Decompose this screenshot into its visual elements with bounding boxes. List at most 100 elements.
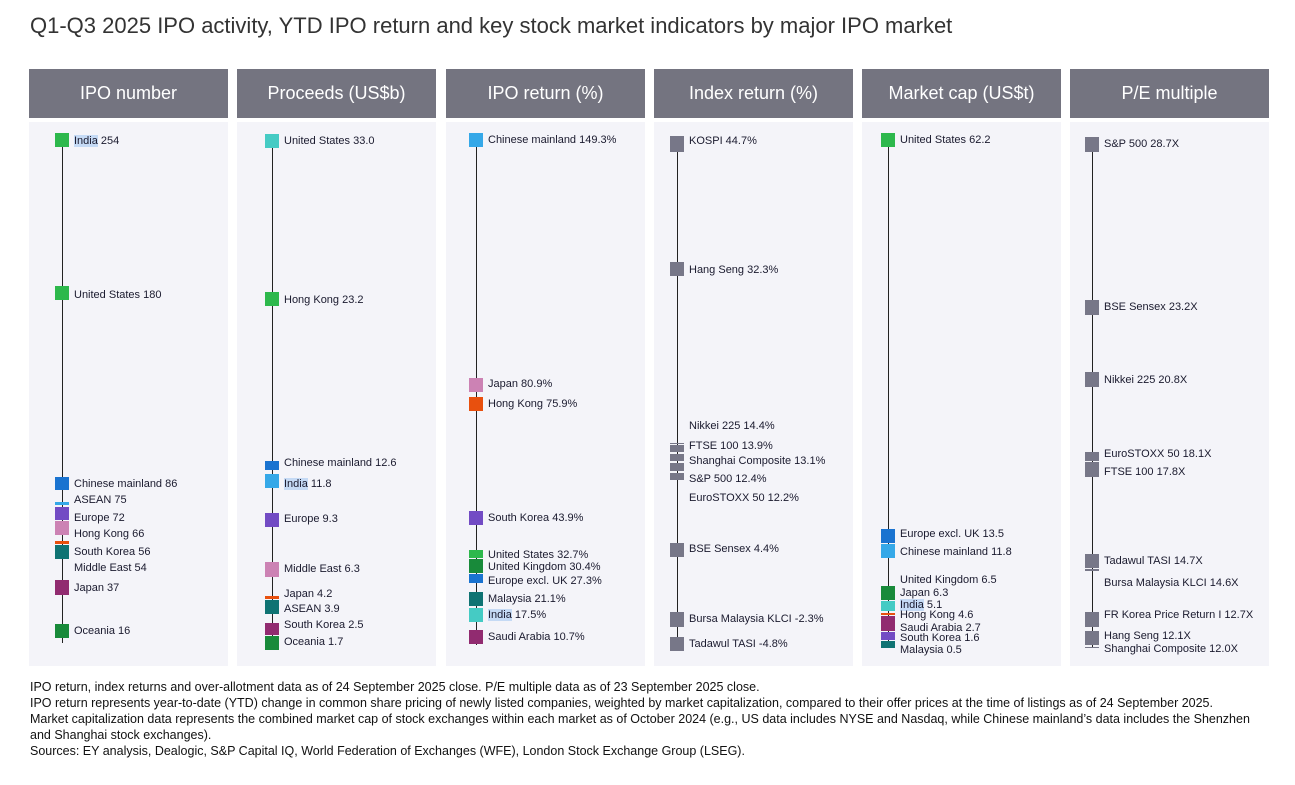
label-name: Shanghai Composite xyxy=(1104,643,1207,655)
data-label: Bursa Malaysia KLCI -2.3% xyxy=(689,613,824,625)
axis-line xyxy=(62,140,63,643)
chart-title: Q1-Q3 2025 IPO activity, YTD IPO return … xyxy=(30,13,953,38)
data-label: EuroSTOXX 50 18.1X xyxy=(1104,448,1211,460)
data-label: Chinese mainland 11.8 xyxy=(900,546,1012,558)
data-label: Hong Kong 75.9% xyxy=(488,398,577,410)
label-name: Hong Kong xyxy=(488,398,544,410)
data-marker xyxy=(1085,569,1099,571)
label-value: 62.2 xyxy=(966,134,991,146)
label-value: 23.2 xyxy=(339,294,364,306)
label-name: Saudi Arabia xyxy=(900,622,963,634)
footnote: IPO return, index returns and over-allot… xyxy=(30,680,760,694)
data-label: S&P 500 12.4% xyxy=(689,473,766,485)
axis-line xyxy=(272,140,273,650)
data-marker xyxy=(1085,300,1099,315)
label-value: 11.8 xyxy=(988,546,1012,558)
label-value: 6.3 xyxy=(929,587,949,599)
label-name: United Kingdom xyxy=(488,561,567,573)
label-name: Bursa Malaysia KLCI xyxy=(1104,577,1207,589)
data-marker xyxy=(881,529,895,543)
data-marker xyxy=(1085,631,1099,645)
footnotes: IPO return, index returns and over-allot… xyxy=(30,679,1250,759)
data-marker xyxy=(265,600,279,614)
label-value: 21.1% xyxy=(531,593,566,605)
data-marker xyxy=(469,630,483,644)
label-value: 14.6X xyxy=(1206,577,1239,589)
data-label: United States 62.2 xyxy=(900,134,991,146)
data-marker xyxy=(881,632,895,640)
data-label: Oceania 1.7 xyxy=(284,636,343,648)
data-marker xyxy=(1085,372,1099,387)
data-label: Europe 9.3 xyxy=(284,513,338,525)
data-label: ASEAN 75 xyxy=(74,494,127,506)
data-marker xyxy=(670,445,684,452)
data-marker xyxy=(1085,554,1099,568)
data-marker xyxy=(881,601,895,611)
label-value: 43.9% xyxy=(549,512,584,524)
data-label: India 5.1 xyxy=(900,599,942,611)
label-value: 180 xyxy=(140,289,162,301)
chart-column: Index return (%) KOSPI 44.7% Hang Seng 32.… xyxy=(654,69,853,666)
data-marker xyxy=(55,580,69,595)
data-marker xyxy=(55,286,69,300)
data-label: United States 180 xyxy=(74,289,161,301)
label-name: Japan xyxy=(74,582,104,594)
label-name: India xyxy=(488,609,512,621)
data-label: Middle East 54 xyxy=(74,562,147,574)
label-name: Chinese mainland xyxy=(488,134,577,146)
data-label: KOSPI 44.7% xyxy=(689,135,757,147)
data-marker xyxy=(1085,462,1099,477)
label-value: 4.2 xyxy=(313,588,333,600)
label-name: FR Korea Price Return I xyxy=(1104,609,1222,621)
label-value: 86 xyxy=(162,478,178,490)
label-value: 12.0X xyxy=(1206,643,1238,655)
label-name: Hong Kong xyxy=(74,528,130,540)
data-label: FR Korea Price Return I 12.7X xyxy=(1104,609,1253,621)
label-value: 20.8X xyxy=(1155,374,1188,386)
label-name: Shanghai Composite xyxy=(689,455,792,467)
label-value: 54 xyxy=(131,562,147,574)
label-value: 2.5 xyxy=(345,619,364,631)
label-value: 18.1X xyxy=(1179,448,1212,460)
label-value: 32.3% xyxy=(744,264,779,276)
data-label: South Korea 1.6 xyxy=(900,632,980,644)
label-value: 6.3 xyxy=(341,563,360,575)
label-name: Nikkei 225 xyxy=(1104,374,1156,386)
label-value: 10.7% xyxy=(550,631,585,643)
label-name: United States xyxy=(900,134,967,146)
label-value: 149.3% xyxy=(576,134,617,146)
label-value: 13.5 xyxy=(979,528,1004,540)
label-value: 14.4% xyxy=(743,420,775,432)
data-label: Malaysia 0.5 xyxy=(900,644,962,656)
data-marker xyxy=(55,133,69,147)
column-header: Index return (%) xyxy=(654,69,853,118)
label-name: India xyxy=(74,135,98,147)
data-marker xyxy=(670,454,684,461)
label-value: 28.7X xyxy=(1147,138,1180,150)
data-marker xyxy=(469,592,483,606)
data-label: Chinese mainland 12.6 xyxy=(284,457,397,469)
data-label: Malaysia 21.1% xyxy=(488,593,566,605)
label-name: United States xyxy=(284,135,351,147)
data-marker xyxy=(1085,612,1099,627)
label-name: FTSE 100 xyxy=(689,440,739,452)
data-label: Europe excl. UK 13.5 xyxy=(900,528,1004,540)
label-value: -4.8% xyxy=(755,638,788,650)
label-name: S&P 500 xyxy=(689,473,733,485)
data-marker xyxy=(265,562,279,577)
data-label: Saudi Arabia 2.7 xyxy=(900,622,981,634)
data-marker xyxy=(55,624,69,638)
footnote: Sources: EY analysis, Dealogic, S&P Capi… xyxy=(30,744,745,758)
label-name: S&P 500 xyxy=(1104,138,1148,150)
data-marker xyxy=(469,574,483,583)
label-value: 9.3 xyxy=(319,513,338,525)
data-label: Hang Seng 32.3% xyxy=(689,264,778,276)
label-name: United States xyxy=(488,549,555,561)
label-value: 75.9% xyxy=(543,398,578,410)
data-label: Bursa Malaysia KLCI 14.6X xyxy=(1104,577,1239,589)
label-value: 80.9% xyxy=(517,378,553,390)
label-value: 23.2X xyxy=(1165,301,1198,313)
data-label: Hong Kong 4.6 xyxy=(900,609,973,621)
data-marker xyxy=(469,608,483,622)
label-value: 32.7% xyxy=(554,549,589,561)
